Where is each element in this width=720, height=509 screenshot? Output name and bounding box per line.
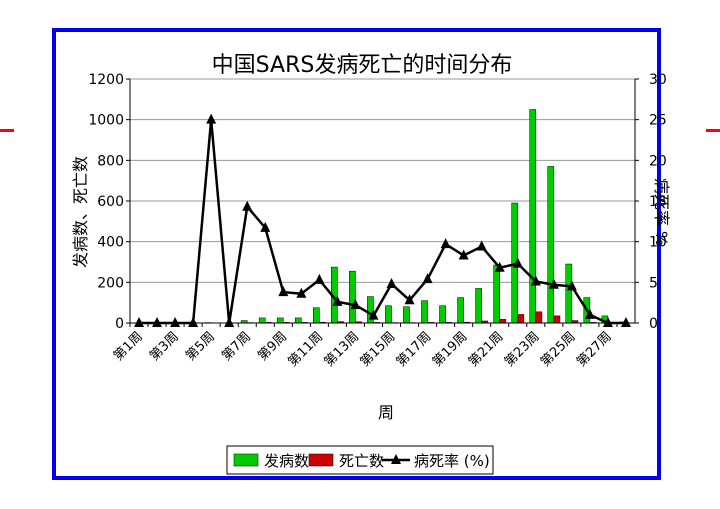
case-bar [349, 270, 356, 324]
fatality-rate-point [170, 317, 181, 327]
x-tick-label: 第19周 [430, 329, 471, 370]
death-bar [535, 311, 543, 324]
case-bar [493, 264, 500, 324]
y2-tick-label: 15 [649, 194, 667, 210]
y-axis-label: 发病数、死亡数 [71, 156, 90, 268]
legend-swatch [308, 453, 334, 467]
case-bar [439, 305, 446, 324]
case-bar [385, 305, 392, 324]
fatality-rate-point [368, 309, 379, 320]
case-bar [529, 109, 537, 324]
x-tick-label: 第3周 [147, 329, 182, 364]
legend-label: 病死率 (%) [414, 452, 490, 470]
legend-swatch [233, 453, 259, 467]
fatality-rate-point [134, 317, 145, 327]
x-axis-label: 周 [378, 403, 394, 422]
case-bar [276, 317, 284, 324]
fatality-rate-point [332, 295, 343, 306]
fatality-rate-point [242, 200, 253, 211]
fatality-rate-point [422, 273, 433, 284]
fatality-rate-point [152, 317, 163, 327]
y2-tick-label: 20 [649, 153, 667, 169]
fatality-rate-point [458, 249, 469, 260]
fatality-rate-point [188, 317, 199, 327]
case-bar [258, 317, 266, 324]
fatality-rate-point [620, 317, 631, 327]
case-bar [457, 297, 464, 324]
legend-box [226, 445, 494, 475]
fatality-rate-point [260, 221, 271, 232]
bars [204, 109, 627, 324]
fatality-rate-point [224, 317, 235, 327]
y-tick-label: 0 [115, 316, 124, 332]
fatality-rate-point [566, 280, 577, 291]
fatality-rate-point [296, 287, 307, 298]
x-tick-label: 第1周 [111, 329, 146, 364]
x-tick-label: 第27周 [574, 329, 615, 370]
legend-label: 死亡数 [339, 452, 384, 470]
fatality-rate-point [530, 275, 541, 286]
fatality-rate-point [494, 261, 505, 272]
fatality-rate-point [314, 273, 325, 284]
y2-axis-label: 病死率 % [652, 178, 671, 246]
x-tick-label: 第7周 [219, 329, 254, 364]
legend-label: 发病数 [264, 452, 309, 470]
case-bar [312, 307, 320, 324]
y-tick-label: 600 [97, 194, 124, 210]
case-bar [565, 263, 573, 324]
x-tick-label: 第13周 [322, 329, 363, 370]
fatality-line [134, 113, 631, 327]
fatality-rate-point [584, 308, 595, 319]
y-tick-label: 400 [97, 235, 124, 251]
y2-tick-label: 25 [649, 113, 667, 129]
chart-title: 中国SARS发病死亡的时间分布 [212, 53, 513, 78]
slide-frame [52, 28, 661, 480]
fatality-rate-point [278, 286, 289, 297]
y-tick-label: 1200 [88, 72, 124, 88]
case-bar [421, 300, 428, 324]
case-bar [475, 288, 482, 324]
y-tick-label: 800 [97, 153, 124, 169]
y2-tick-label: 30 [649, 72, 667, 88]
fatality-rate-line [139, 119, 626, 325]
fatality-rate-point [404, 294, 415, 305]
x-tick-label: 第17周 [394, 329, 435, 370]
x-tick-label: 第21周 [466, 329, 507, 370]
x-tick-label: 第23周 [502, 329, 543, 370]
legend-marker [391, 454, 401, 464]
fatality-rate-point [386, 277, 397, 288]
fatality-rate-point [206, 113, 217, 124]
slide-accent-bar-right [706, 129, 720, 132]
slide-accent-bar-left [0, 129, 14, 132]
case-bar [294, 317, 302, 324]
fatality-rate-point [512, 257, 523, 268]
x-tick-label: 第15周 [358, 329, 399, 370]
death-bar [553, 315, 561, 324]
fatality-rate-point [602, 317, 613, 327]
y-tick-label: 200 [97, 275, 124, 291]
y2-tick-label: 10 [649, 235, 667, 251]
fatality-rate-point [440, 238, 451, 249]
case-bar [547, 166, 555, 324]
death-bar [517, 314, 525, 324]
x-tick-label: 第11周 [286, 329, 327, 370]
fatality-rate-point [476, 240, 487, 251]
case-bar [403, 306, 410, 324]
y2-tick-label: 5 [649, 275, 658, 291]
x-tick-label: 第5周 [183, 329, 218, 364]
legend: 发病数 死亡数 病死率 (%) [226, 445, 494, 475]
x-tick-label: 第25周 [538, 329, 579, 370]
death-bar [499, 319, 507, 324]
fatality-rate-point [350, 299, 361, 310]
fatality-rate-point [548, 278, 559, 289]
y-tick-label: 1000 [88, 113, 124, 129]
y2-tick-label: 0 [649, 316, 658, 332]
